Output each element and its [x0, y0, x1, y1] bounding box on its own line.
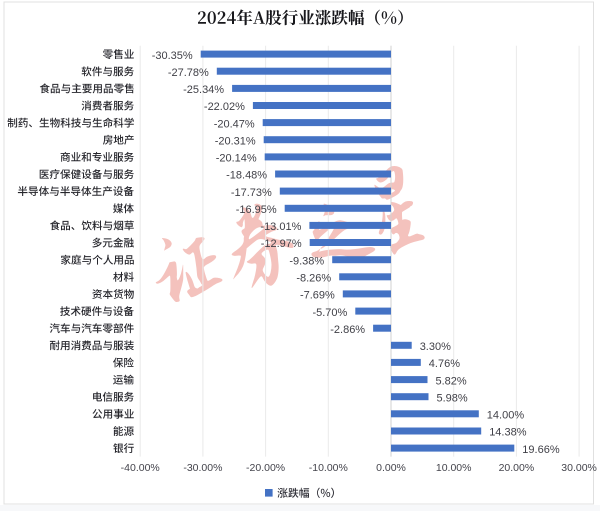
- svg-text:14.38%: 14.38%: [489, 427, 527, 439]
- svg-text:-12.97%: -12.97%: [261, 238, 302, 250]
- svg-text:-9.38%: -9.38%: [289, 255, 324, 267]
- svg-text:10.00%: 10.00%: [436, 462, 472, 474]
- svg-text:-27.78%: -27.78%: [168, 67, 209, 79]
- svg-text:-25.34%: -25.34%: [183, 84, 224, 96]
- svg-text:-8.26%: -8.26%: [296, 273, 331, 285]
- svg-text:-5.70%: -5.70%: [312, 307, 347, 319]
- svg-text:-22.02%: -22.02%: [204, 101, 245, 113]
- svg-text:-13.01%: -13.01%: [260, 221, 301, 233]
- svg-text:5.82%: 5.82%: [436, 375, 467, 387]
- svg-text:19.66%: 19.66%: [522, 444, 560, 456]
- svg-text:14.00%: 14.00%: [487, 410, 525, 422]
- svg-text:-20.47%: -20.47%: [214, 118, 255, 130]
- svg-text:5.98%: 5.98%: [437, 392, 468, 404]
- svg-text:-20.14%: -20.14%: [216, 153, 257, 165]
- svg-text:3.30%: 3.30%: [420, 341, 451, 353]
- svg-text:-16.95%: -16.95%: [236, 204, 277, 216]
- svg-text:4.76%: 4.76%: [429, 358, 460, 370]
- svg-text:-20.00%: -20.00%: [246, 462, 285, 474]
- svg-text:20.00%: 20.00%: [499, 462, 535, 474]
- svg-text:-40.00%: -40.00%: [121, 462, 160, 474]
- svg-text:-2.86%: -2.86%: [330, 324, 365, 336]
- svg-text:30.00%: 30.00%: [561, 462, 597, 474]
- svg-text:-17.73%: -17.73%: [231, 187, 272, 199]
- svg-text:-30.35%: -30.35%: [152, 50, 193, 62]
- svg-text:-7.69%: -7.69%: [300, 290, 335, 302]
- svg-text:0.00%: 0.00%: [376, 462, 406, 474]
- svg-text:-10.00%: -10.00%: [309, 462, 348, 474]
- svg-text:-18.48%: -18.48%: [226, 170, 267, 182]
- svg-text:-20.31%: -20.31%: [215, 135, 256, 147]
- svg-text:-30.00%: -30.00%: [183, 462, 222, 474]
